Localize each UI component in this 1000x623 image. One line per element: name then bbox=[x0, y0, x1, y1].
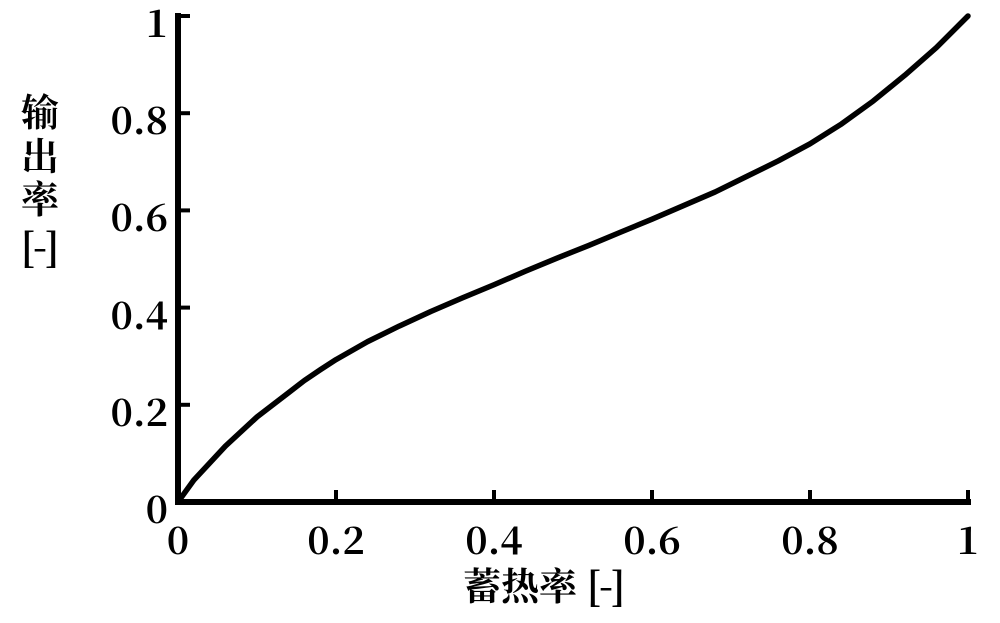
x-tick-label: 1 bbox=[928, 510, 1000, 565]
y-tick-label: 0.6 bbox=[78, 187, 168, 242]
x-tick-label: 0.6 bbox=[612, 510, 692, 565]
x-tick-label: 0.4 bbox=[454, 510, 534, 565]
y-tick-label: 0 bbox=[78, 479, 168, 534]
y-tick-label: 1 bbox=[78, 0, 168, 48]
y-tick-label: 0.8 bbox=[78, 90, 168, 145]
y-axis-label: 输 出 率 [-] bbox=[10, 88, 70, 267]
y-axis-label-char3: 率 bbox=[10, 175, 70, 219]
y-tick-label: 0.4 bbox=[78, 285, 168, 340]
x-tick-label: 0.2 bbox=[296, 510, 376, 565]
x-tick-label: 0.8 bbox=[770, 510, 850, 565]
chart-container: 输 出 率 [-] 蓄热率 [-] 00.20.40.60.8100.20.40… bbox=[0, 0, 1000, 623]
y-tick-label: 0.2 bbox=[78, 382, 168, 437]
y-axis-label-unit: [-] bbox=[10, 223, 70, 267]
